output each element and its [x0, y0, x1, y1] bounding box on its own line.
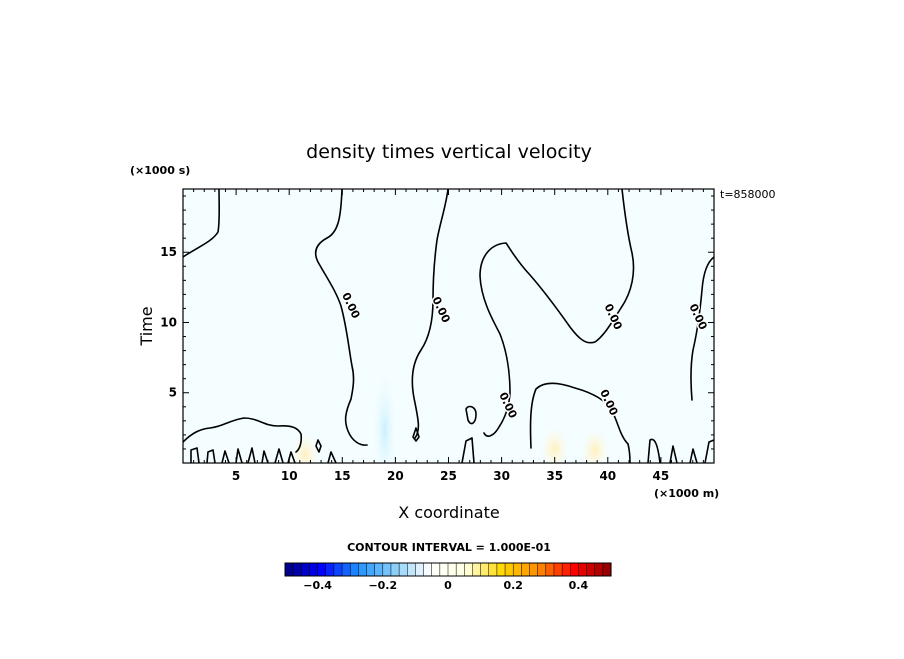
colorbar-cell	[407, 562, 416, 577]
y-axis: 5 10 15	[160, 195, 714, 450]
colorbar-cell	[309, 562, 319, 577]
colorbar-cell	[333, 562, 343, 577]
colorbar-cell	[358, 562, 368, 577]
field-blob	[540, 426, 569, 463]
contour-line	[183, 417, 303, 453]
time-label: t=858000	[720, 188, 776, 201]
y-axis-unit: (×1000 s)	[130, 164, 190, 177]
colorbar-cell	[447, 562, 457, 577]
y-axis-label: Time	[137, 306, 156, 346]
colorbar-cell	[537, 562, 547, 577]
colorbar-cell	[488, 562, 498, 577]
colorbar-cell	[480, 562, 490, 577]
colorbar-cell	[382, 562, 392, 577]
x-tick-label: 40	[599, 469, 616, 483]
colorbar-cell	[504, 562, 514, 577]
contour-lines	[183, 189, 714, 463]
colorbar-cell	[455, 562, 465, 577]
y-tick-label: 10	[160, 315, 177, 329]
colorbar-cell	[464, 562, 473, 577]
colorbar-cell	[512, 562, 522, 577]
colorbar-tick-label: 0.4	[569, 579, 589, 592]
colorbar-cell	[553, 562, 563, 577]
colorbar-tick-label: 0.2	[503, 579, 523, 592]
x-tick-label: 35	[546, 469, 563, 483]
plot-area: 0.00 0.000.00 0.000.00 0.00	[182, 188, 715, 464]
colorbar-cell	[602, 562, 612, 577]
field-blobs	[291, 370, 610, 463]
field-blob	[291, 432, 320, 463]
colorbar-cell	[415, 562, 425, 577]
colorbar-tick-label: 0	[444, 579, 452, 592]
colorbar-cell	[366, 562, 376, 577]
contour-line	[529, 382, 631, 463]
colorbar-tick-label: −0.4	[303, 579, 332, 592]
contour-line	[479, 189, 635, 437]
contour-line	[314, 189, 368, 446]
colorbar-cell	[561, 562, 571, 577]
colorbar-cell	[390, 562, 400, 577]
colorbar-cell	[398, 562, 408, 577]
plot-background	[183, 189, 714, 463]
colorbar-cell	[284, 562, 294, 577]
contour-line	[190, 405, 477, 463]
contour-interval-label: CONTOUR INTERVAL = 1.000E-01	[347, 541, 551, 554]
y-tick-label: 15	[160, 245, 177, 259]
colorbar-cell	[472, 562, 482, 577]
colorbar-cell	[545, 562, 555, 577]
colorbar-cell	[374, 562, 384, 577]
contour-line	[690, 256, 714, 401]
contour-line	[183, 189, 221, 258]
colorbar-cell	[439, 562, 449, 577]
x-tick-label: 45	[653, 469, 670, 483]
colorbar-cell	[325, 562, 335, 577]
field-blob	[372, 370, 397, 463]
colorbar-cell	[292, 562, 302, 577]
chart-title: density times vertical velocity	[306, 141, 592, 163]
x-tick-label: 15	[334, 469, 351, 483]
colorbar-cell	[301, 562, 310, 577]
colorbar-cell	[586, 562, 596, 577]
colorbar-cell	[317, 562, 327, 577]
colorbar-cell	[594, 562, 604, 577]
x-axis: 5 10 15 20 25 30 35 40 45	[193, 189, 704, 483]
colorbar: −0.4 −0.2 0 0.2 0.4	[284, 562, 612, 592]
contour-line	[647, 438, 714, 463]
contour-line	[411, 189, 449, 439]
x-tick-label: 30	[493, 469, 510, 483]
colorbar-cell	[529, 562, 539, 577]
colorbar-cell	[570, 562, 579, 577]
colorbar-cell	[578, 562, 588, 577]
colorbar-tick-label: −0.2	[368, 579, 397, 592]
colorbar-cell	[341, 562, 351, 577]
colorbar-cell	[496, 562, 506, 577]
colorbar-cell	[423, 562, 433, 577]
colorbar-cell	[349, 562, 359, 577]
colorbar-cell	[431, 562, 441, 577]
colorbar-cell	[521, 562, 531, 577]
field-blob	[581, 428, 610, 463]
y-tick-label: 5	[169, 386, 177, 400]
x-axis-label: X coordinate	[398, 503, 499, 522]
x-tick-label: 5	[232, 469, 240, 483]
colorbar-frame	[284, 562, 612, 577]
x-tick-label: 25	[440, 469, 457, 483]
x-tick-label: 20	[387, 469, 404, 483]
x-tick-label: 10	[281, 469, 298, 483]
x-axis-unit: (×1000 m)	[654, 487, 719, 500]
